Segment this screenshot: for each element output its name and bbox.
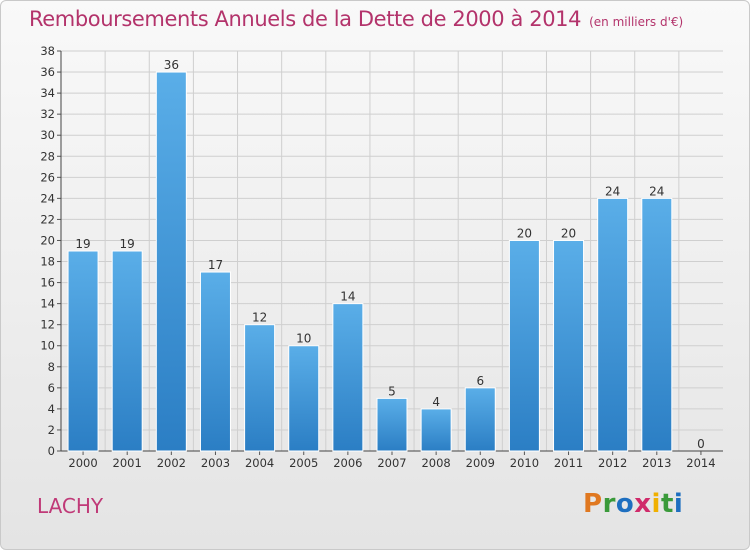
- value-label-2003: 17: [208, 258, 223, 272]
- bar-2013: [641, 197, 673, 452]
- y-tick-label: 22: [40, 212, 55, 226]
- y-tick-label: 30: [40, 128, 55, 142]
- value-label-2001: 19: [120, 237, 135, 251]
- chart-unit-label: (en milliers d'€): [589, 15, 684, 29]
- x-tick-label-2012: 2012: [598, 456, 627, 470]
- bar-2007: [376, 397, 408, 452]
- value-label-2009: 6: [476, 374, 484, 388]
- logo-letter: t: [660, 489, 674, 519]
- logo-letter: x: [634, 489, 652, 519]
- x-tick-label-2003: 2003: [201, 456, 230, 470]
- logo-letter: i: [651, 489, 661, 519]
- value-label-2013: 24: [649, 184, 664, 198]
- bar-2003: [199, 271, 231, 452]
- y-tick-label: 26: [40, 170, 55, 184]
- bar-2012: [597, 197, 629, 452]
- x-tick-label-2001: 2001: [113, 456, 142, 470]
- bar-2002: [155, 71, 187, 452]
- value-label-2012: 24: [605, 184, 620, 198]
- y-tick-label: 6: [48, 381, 55, 395]
- bar-2010: [508, 239, 540, 452]
- value-label-2010: 20: [517, 226, 532, 240]
- chart-title: Remboursements Annuels de la Dette de 20…: [29, 7, 683, 31]
- value-label-2004: 12: [252, 311, 267, 325]
- y-tick-label: 16: [40, 276, 55, 290]
- value-label-2011: 20: [561, 226, 576, 240]
- bar-2000: [67, 250, 99, 452]
- x-tick-label-2009: 2009: [466, 456, 495, 470]
- y-tick-label: 2: [48, 423, 55, 437]
- y-tick-label: 14: [40, 297, 55, 311]
- y-tick-label: 36: [40, 65, 55, 79]
- x-tick-label-2007: 2007: [377, 456, 406, 470]
- bar-2001: [111, 250, 143, 452]
- x-tick-label-2006: 2006: [333, 456, 362, 470]
- y-tick-label: 4: [48, 402, 55, 416]
- bars: [67, 71, 673, 452]
- y-tick-label: 10: [40, 339, 55, 353]
- value-label-2005: 10: [296, 332, 311, 346]
- y-tick-label: 12: [40, 318, 55, 332]
- y-tick-label: 32: [40, 107, 55, 121]
- value-label-2006: 14: [340, 290, 355, 304]
- y-tick-label: 0: [48, 444, 55, 458]
- bar-2005: [288, 345, 320, 452]
- y-tick-label: 28: [40, 149, 55, 163]
- y-tick-label: 20: [40, 233, 55, 247]
- x-tick-label-2008: 2008: [421, 456, 450, 470]
- logo-letter: r: [602, 489, 616, 519]
- bar-2008: [420, 408, 452, 452]
- bar-2011: [553, 239, 585, 452]
- logo-letter: P: [583, 489, 603, 519]
- x-tick-label-2010: 2010: [510, 456, 539, 470]
- chart-title-text: Remboursements Annuels de la Dette de 20…: [29, 7, 582, 31]
- value-label-2000: 19: [75, 237, 90, 251]
- value-label-2007: 5: [388, 384, 396, 398]
- bar-2006: [332, 303, 364, 452]
- value-label-2014: 0: [697, 437, 705, 451]
- y-tick-label: 24: [40, 191, 55, 205]
- proxiti-logo[interactable]: Proxiti: [583, 489, 683, 519]
- logo-letter: i: [673, 489, 684, 519]
- x-tick-label-2005: 2005: [289, 456, 318, 470]
- x-tick-label-2011: 2011: [554, 456, 583, 470]
- bar-2004: [244, 324, 276, 452]
- bar-2009: [464, 387, 496, 452]
- x-tick-label-2002: 2002: [157, 456, 186, 470]
- value-label-2008: 4: [432, 395, 440, 409]
- x-tick-label-2000: 2000: [68, 456, 97, 470]
- x-tick-label-2014: 2014: [686, 456, 715, 470]
- x-tick-label-2004: 2004: [245, 456, 274, 470]
- y-tick-label: 38: [40, 44, 55, 58]
- y-tick-label: 8: [48, 360, 55, 374]
- labels: 0246810121416182022242628303234363819200…: [40, 44, 715, 470]
- city-name: LACHY: [37, 494, 104, 518]
- value-label-2002: 36: [164, 58, 179, 72]
- y-tick-label: 18: [40, 255, 55, 269]
- x-tick-label-2013: 2013: [642, 456, 671, 470]
- y-tick-label: 34: [40, 86, 55, 100]
- logo-letter: o: [615, 489, 635, 519]
